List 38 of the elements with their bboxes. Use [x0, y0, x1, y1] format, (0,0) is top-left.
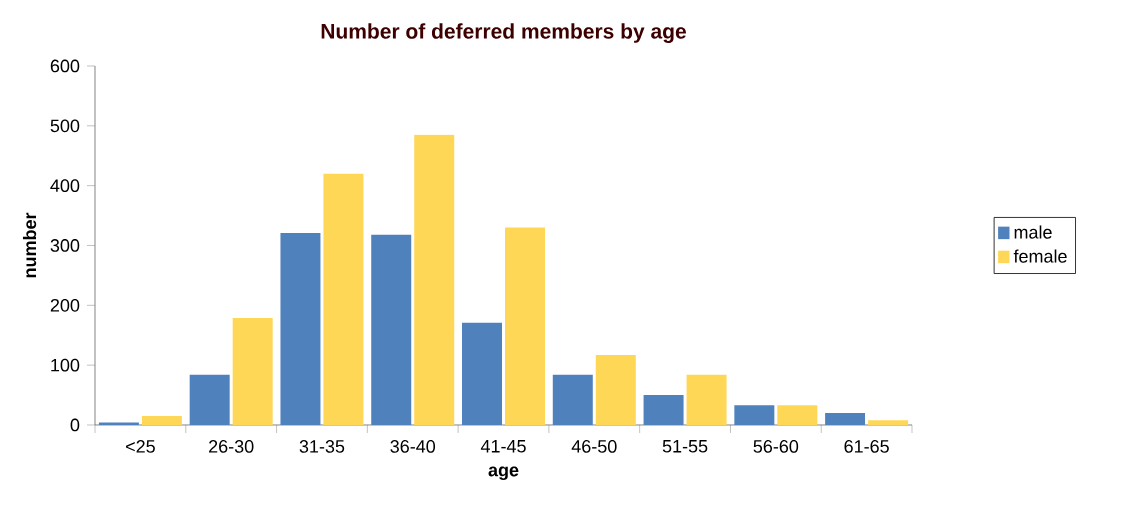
y-axis-title: number [22, 212, 37, 278]
y-tick-label: 200 [50, 298, 80, 312]
bar [280, 232, 321, 425]
x-tick-label: 26-30 [209, 440, 254, 453]
x-tick-label: 51-55 [662, 440, 708, 453]
chart-title: Number of deferred members by age [321, 23, 686, 43]
x-tick-label: 31-35 [299, 440, 345, 453]
bar [643, 395, 684, 425]
bar [595, 354, 636, 425]
bar [141, 416, 182, 425]
bar [552, 374, 593, 425]
bar [868, 420, 909, 425]
x-tick-label: 41-45 [480, 440, 526, 453]
x-tick-label: 61-65 [844, 440, 889, 453]
x-tick-label: 56-60 [753, 440, 799, 453]
y-tick-label: 0 [70, 418, 80, 432]
legend-label: female [1013, 249, 1067, 263]
y-tick-label: 100 [51, 358, 80, 372]
y-tick-label: 300 [50, 239, 80, 252]
bar [825, 413, 866, 425]
bar [232, 317, 273, 425]
bar [686, 374, 727, 425]
bar [777, 405, 818, 425]
x-tick-label: 46-50 [571, 440, 617, 453]
x-tick-label: 36-40 [390, 440, 436, 453]
y-tick-label: 600 [50, 59, 80, 73]
bar [323, 173, 364, 425]
bar [189, 374, 230, 425]
y-tick-label: 500 [50, 119, 80, 133]
bar [371, 234, 412, 425]
bar [734, 405, 775, 425]
legend-label: male [1014, 225, 1052, 239]
y-tick-label: 400 [50, 179, 80, 193]
x-tick-label: <25 [126, 440, 155, 453]
x-axis-title: age [488, 466, 519, 481]
bar [462, 322, 503, 425]
bar [414, 134, 455, 425]
bar [505, 227, 546, 425]
